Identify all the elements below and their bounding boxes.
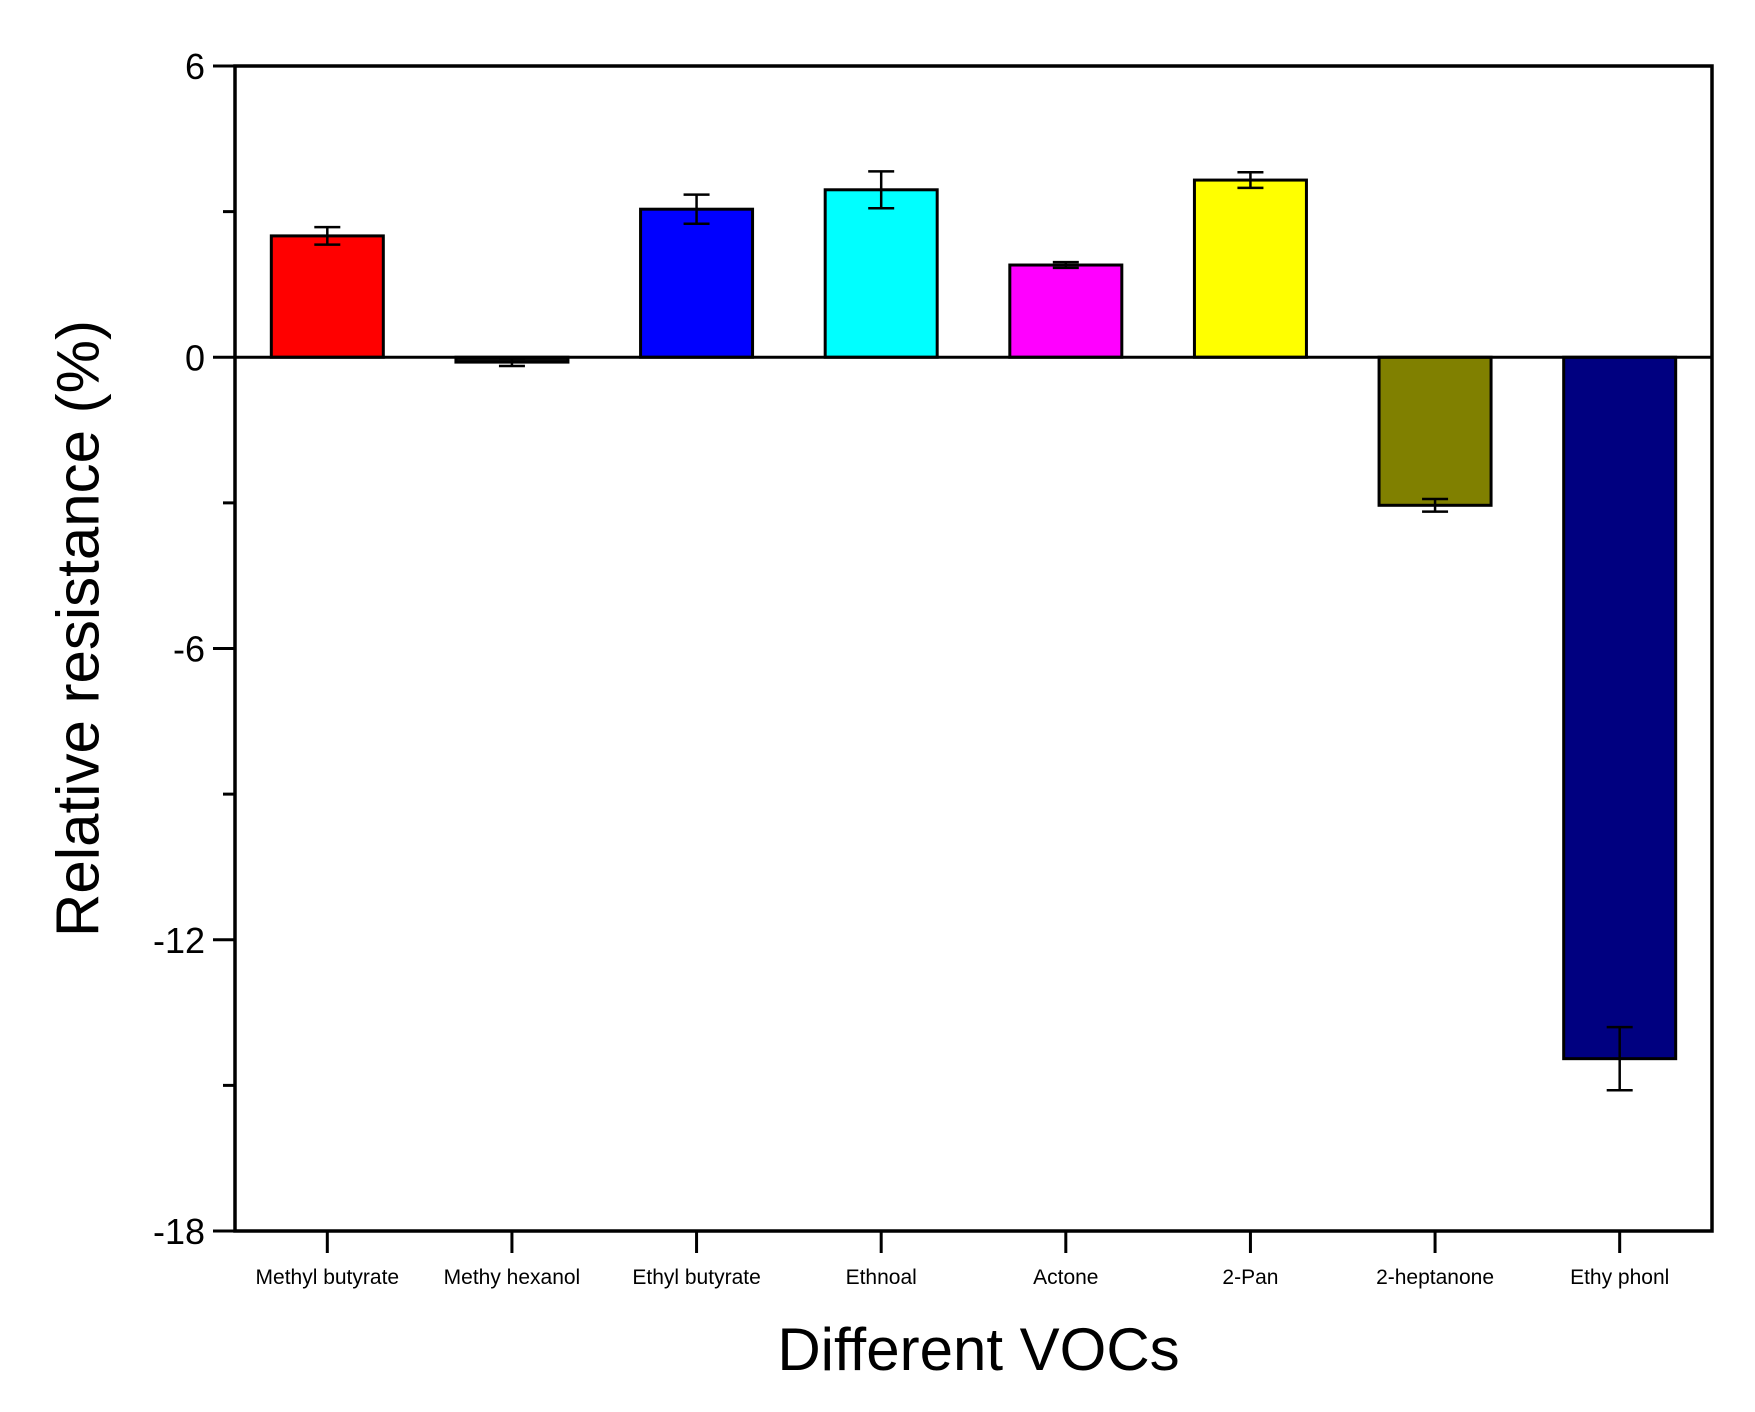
x-tick-label: Methyl butyrate — [256, 1266, 400, 1289]
x-axis: Methyl butyrate Methy hexanol Ethyl butyra… — [256, 1231, 1669, 1289]
x-tick-label: 2-heptanone — [1376, 1266, 1494, 1289]
error-bar — [683, 193, 710, 226]
y-axis: 6 0 -6 -12 -18 — [153, 46, 235, 1252]
y-tick-label: 0 — [185, 337, 205, 378]
bar — [639, 207, 755, 359]
x-tick-label: Actone — [1033, 1266, 1098, 1289]
error-bar — [1237, 171, 1264, 190]
error-bar — [1606, 1025, 1633, 1092]
y-axis-title: Relative resistance (%) — [45, 320, 112, 937]
error-bar — [1422, 497, 1449, 513]
bar — [823, 188, 939, 359]
y-tick-label: -18 — [153, 1211, 205, 1252]
x-tick-label: Ethy phonl — [1570, 1266, 1669, 1289]
x-tick-label: 2-Pan — [1222, 1266, 1278, 1289]
error-bar — [868, 170, 895, 210]
error-bar — [314, 225, 341, 246]
x-axis-title: Different VOCs — [777, 1316, 1179, 1383]
bar — [1377, 355, 1493, 507]
error-bars-layer — [314, 170, 1633, 1092]
error-bar — [1052, 260, 1079, 270]
y-tick-label: 6 — [185, 46, 205, 87]
plot-frame — [233, 64, 1714, 1233]
y-tick-label: -6 — [173, 629, 205, 670]
y-tick-label: -12 — [153, 920, 205, 961]
x-tick-label: Ethyl butyrate — [632, 1266, 760, 1289]
bar — [1192, 178, 1308, 359]
x-tick-label: Methy hexanol — [444, 1266, 581, 1289]
bar — [1562, 355, 1678, 1061]
bar — [269, 234, 385, 359]
x-tick-label: Ethnoal — [846, 1266, 917, 1289]
bars-layer — [269, 178, 1678, 1061]
bar — [1008, 263, 1124, 359]
